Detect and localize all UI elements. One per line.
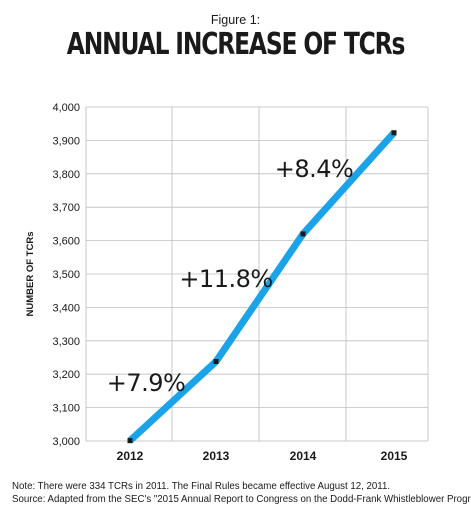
x-tick-label: 2013 [203,449,230,463]
growth-annotation: +8.4% [275,155,354,183]
growth-annotation: +7.9% [107,369,186,397]
y-axis-label: NUMBER OF TCRs [25,232,36,317]
data-point [213,359,219,365]
x-tick-label: 2014 [290,449,317,463]
y-tick-label: 3,700 [52,202,80,214]
data-point [391,130,397,136]
source-text: Source: Adapted from the SEC's "2015 Ann… [12,494,471,505]
notes: Note: There were 334 TCRs in 2011. The F… [12,480,471,506]
note-text: Note: There were 334 TCRs in 2011. The F… [12,481,391,492]
data-point [127,438,133,444]
y-tick-label: 3,000 [52,436,80,448]
y-tick-label: 3,900 [52,135,80,147]
line-chart: 3,000 3,100 3,200 3,300 3,400 3,500 3,600 3,700… [25,102,429,463]
series-line [127,130,397,444]
y-tick-label: 3,500 [52,269,80,281]
y-tick-label: 3,300 [52,336,80,348]
growth-annotation: +11.8% [179,265,272,293]
y-tick-label: 3,100 [52,403,80,415]
chart-title: ANNUAL INCREASE OF TCRs [66,27,406,62]
x-tick-label: 2015 [381,449,408,463]
y-tick-label: 4,000 [52,102,80,114]
y-tick-label: 3,200 [52,369,80,381]
y-tick-label: 3,400 [52,302,80,314]
y-tick-label: 3,800 [52,169,80,181]
y-tick-label: 3,600 [52,236,80,248]
figure-label: Figure 1: [210,13,261,27]
x-tick-label: 2012 [117,449,144,463]
data-point [300,231,306,237]
